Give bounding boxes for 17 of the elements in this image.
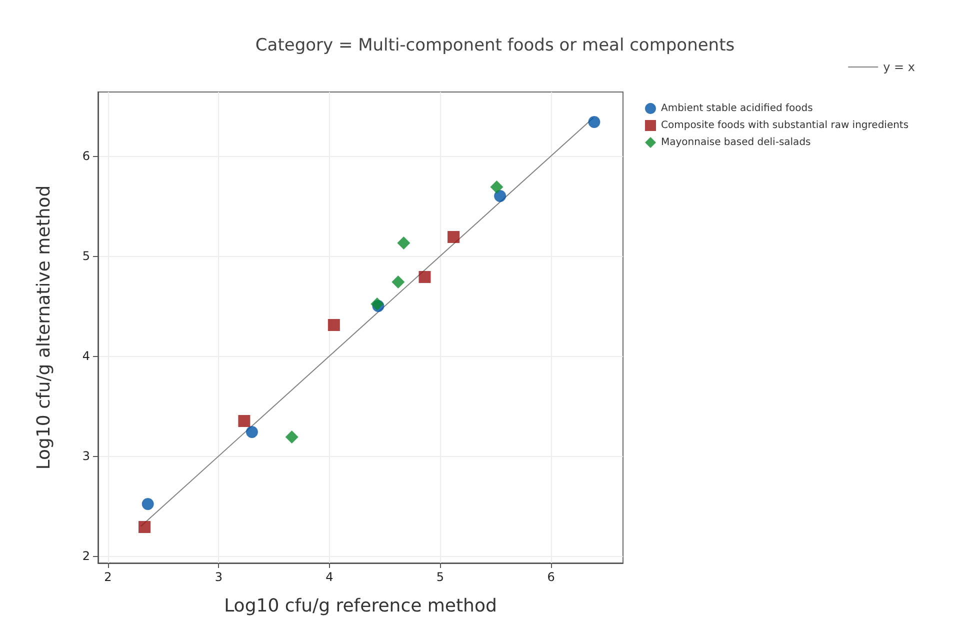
- y-tick-label: 3: [82, 449, 90, 463]
- x-axis-title: Log10 cfu/g reference method: [224, 596, 497, 616]
- legend-label: y = x: [883, 60, 916, 74]
- x-tick-label: 5: [436, 570, 444, 584]
- y-tick-label: 2: [82, 549, 90, 563]
- chart-title: Category = Multi-component foods or meal components: [255, 36, 735, 56]
- y-tick-label: 4: [82, 349, 90, 363]
- legend-label: Ambient stable acidified foods: [661, 103, 813, 114]
- legend-label: Mayonnaise based deli-salads: [661, 137, 811, 148]
- y-tick-label: 5: [82, 249, 90, 263]
- x-tick-label: 3: [214, 570, 223, 584]
- x-tick-label: 4: [326, 570, 334, 584]
- y-tick-label: 6: [82, 149, 90, 163]
- y-axis-title: Log10 cfu/g alternative method: [34, 185, 54, 470]
- x-tick-label: 2: [104, 570, 112, 584]
- x-tick-label: 6: [547, 570, 555, 584]
- legend-label: Composite foods with substantial raw ingredients: [661, 120, 909, 131]
